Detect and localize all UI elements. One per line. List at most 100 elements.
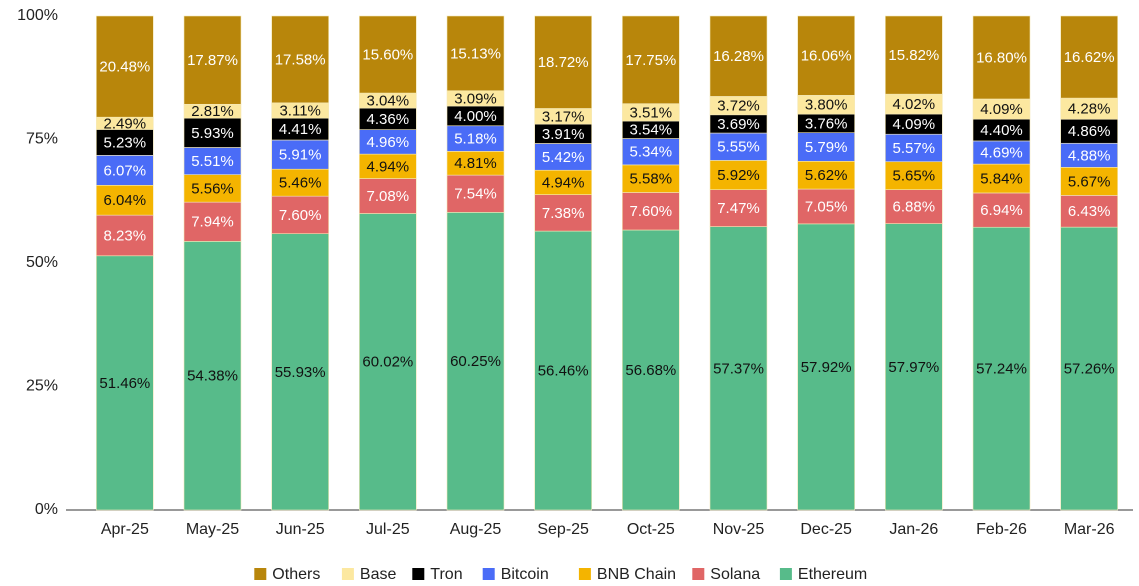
bar-segment xyxy=(972,226,1031,511)
y-tick-label: 100% xyxy=(17,7,58,24)
bar-segment xyxy=(797,15,855,96)
bar-segment xyxy=(271,15,329,104)
data-label: 57.97% xyxy=(888,359,939,376)
data-label: 4.96% xyxy=(367,134,410,151)
data-label: 15.60% xyxy=(362,47,413,64)
data-label: 4.88% xyxy=(1068,147,1111,164)
bar-segment xyxy=(96,129,154,156)
data-label: 5.23% xyxy=(104,134,147,151)
legend-swatch xyxy=(482,568,495,580)
x-tick-label: Mar-26 xyxy=(1064,521,1115,538)
bar-segment xyxy=(885,161,943,190)
data-label: 7.94% xyxy=(191,214,234,231)
data-label: 8.23% xyxy=(104,227,147,244)
data-label: 4.81% xyxy=(454,155,497,172)
x-tick-label: Jul-25 xyxy=(366,521,410,538)
bar-segment xyxy=(534,169,592,195)
data-label: 5.51% xyxy=(191,153,234,170)
data-label: 7.05% xyxy=(805,198,848,215)
bar-segment xyxy=(534,15,592,109)
bar-segment xyxy=(885,189,943,224)
data-label: 7.47% xyxy=(717,200,760,217)
x-tick-label: Sep-25 xyxy=(537,521,589,538)
bar-segment xyxy=(183,174,242,203)
data-label: 17.58% xyxy=(275,51,326,68)
bar-segment xyxy=(359,129,417,155)
bar-segment xyxy=(271,139,329,170)
data-label: 16.28% xyxy=(713,48,764,65)
data-label: 17.75% xyxy=(625,52,676,69)
legend-label: Tron xyxy=(430,566,462,583)
legend-label: BNB Chain xyxy=(597,566,676,583)
data-label: 4.28% xyxy=(1068,101,1111,118)
x-tick-label: Oct-25 xyxy=(627,521,675,538)
data-label: 5.65% xyxy=(893,168,936,185)
bar-segment xyxy=(622,229,680,511)
data-label: 18.72% xyxy=(538,54,589,71)
data-label: 60.25% xyxy=(450,353,501,370)
legend-label: Ethereum xyxy=(798,566,867,583)
data-label: 4.09% xyxy=(893,116,936,133)
x-tick-label: May-25 xyxy=(186,521,239,538)
data-label: 57.92% xyxy=(801,359,852,376)
data-label: 5.91% xyxy=(279,147,322,164)
bar-segment xyxy=(622,138,680,166)
data-label: 3.76% xyxy=(805,115,848,132)
bar-segment xyxy=(972,15,1031,100)
data-label: 5.46% xyxy=(279,175,322,192)
bar-segment xyxy=(885,133,943,163)
bar-segment xyxy=(534,230,592,511)
y-tick-label: 25% xyxy=(26,378,58,395)
data-label: 5.34% xyxy=(630,144,673,161)
legend-label: Others xyxy=(272,566,320,583)
x-tick-label: Nov-25 xyxy=(713,521,765,538)
data-label: 4.36% xyxy=(367,111,410,128)
bar-segment xyxy=(622,164,680,193)
data-label: 55.93% xyxy=(275,364,326,381)
bar-segment xyxy=(797,188,855,225)
x-tick-label: Feb-26 xyxy=(976,521,1027,538)
bar-segment xyxy=(359,213,417,511)
legend-swatch xyxy=(578,568,591,580)
data-label: 3.80% xyxy=(805,97,848,114)
bar-segment xyxy=(1060,167,1118,196)
data-label: 4.00% xyxy=(454,108,497,125)
y-tick-label: 0% xyxy=(35,501,58,518)
bar-segment xyxy=(797,223,855,511)
data-label: 16.62% xyxy=(1064,49,1115,66)
data-label: 3.69% xyxy=(717,116,760,133)
bar-segment xyxy=(183,201,242,242)
y-tick-label: 75% xyxy=(26,131,58,148)
data-label: 7.60% xyxy=(630,203,673,220)
bar-segment xyxy=(271,168,329,197)
data-label: 6.07% xyxy=(104,162,147,179)
data-label: 3.51% xyxy=(630,104,673,121)
legend-label: Base xyxy=(360,566,397,583)
data-label: 5.92% xyxy=(717,167,760,184)
bar-segment xyxy=(972,192,1031,228)
data-label: 57.26% xyxy=(1064,361,1115,378)
data-label: 20.48% xyxy=(99,59,150,76)
legend-swatch xyxy=(254,568,267,580)
data-label: 5.79% xyxy=(805,139,848,156)
y-tick-label: 50% xyxy=(26,254,58,271)
data-label: 15.82% xyxy=(888,47,939,64)
data-label: 15.13% xyxy=(450,45,501,62)
x-tick-label: Dec-25 xyxy=(800,521,852,538)
x-tick-label: Aug-25 xyxy=(450,521,502,538)
data-label: 5.57% xyxy=(893,140,936,157)
data-label: 54.38% xyxy=(187,368,238,385)
bar-segment xyxy=(972,163,1031,194)
bar-segment xyxy=(446,125,505,152)
x-tick-label: Apr-25 xyxy=(101,521,149,538)
data-label: 6.43% xyxy=(1068,203,1111,220)
data-label: 3.91% xyxy=(542,126,585,143)
data-label: 6.94% xyxy=(980,202,1023,219)
bar-segment xyxy=(359,15,417,94)
bar-segment xyxy=(797,160,855,190)
data-label: 2.49% xyxy=(104,115,147,132)
bar-segment xyxy=(1060,195,1118,228)
legend-label: Solana xyxy=(710,566,760,583)
bar-segment xyxy=(709,226,768,511)
